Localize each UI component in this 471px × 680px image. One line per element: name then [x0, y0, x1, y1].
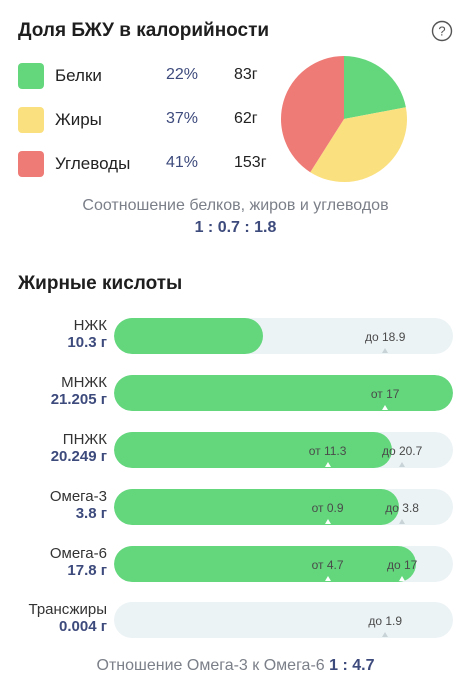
fatty-acid-progress-fill — [114, 489, 399, 525]
fatty-acid-row: НЖК 10.3 г до 18.9 — [0, 316, 471, 356]
omega-ratio: Отношение Омега-3 к Омега-6 1 : 4.7 — [0, 657, 471, 675]
fatty-acid-row: Омега-6 17.8 г от 4.7 до 17 — [0, 544, 471, 584]
fatty-acid-progress-track: до 18.9 — [114, 318, 453, 354]
macro-row-fat: Жиры 37% 62г — [18, 107, 278, 133]
protein-color-swatch — [18, 63, 44, 89]
fatty-acid-name: Омега-3 — [49, 488, 107, 505]
fatty-acid-amount: 20.249 г — [50, 448, 107, 465]
fatty-acid-progress-track: от 0.9 до 3.8 — [114, 489, 453, 525]
fatty-acid-progress-track: от 4.7 до 17 — [114, 546, 453, 582]
fatty-acid-amount: 10.3 г — [67, 334, 107, 351]
macro-grams: 153г — [234, 154, 267, 171]
macro-grams: 62г — [234, 110, 258, 127]
norm-marker-tick — [382, 632, 389, 637]
fatty-acid-row: Трансжиры 0.004 г до 1.9 — [0, 600, 471, 640]
norm-marker-tick — [399, 576, 406, 581]
fatty-acids-title: Жирные кислоты — [18, 273, 183, 294]
norm-marker-tick — [399, 462, 406, 467]
norm-marker-tick — [382, 348, 389, 353]
svg-text:?: ? — [438, 24, 445, 39]
macro-row-protein: Белки 22% 83г — [18, 63, 278, 89]
fatty-acid-progress-track: от 11.3 до 20.7 — [114, 432, 453, 468]
macros-title: Доля БЖУ в калорийности — [18, 20, 270, 41]
fatty-acid-progress-fill — [114, 432, 392, 468]
fatty-acid-amount: 3.8 г — [75, 505, 107, 522]
macro-row-carbs: Углеводы 41% 153г — [18, 151, 278, 177]
fatty-acid-row: МНЖК 21.205 г от 17 — [0, 373, 471, 413]
fatty-acid-progress-fill — [114, 546, 416, 582]
fatty-acid-amount: 17.8 г — [67, 562, 107, 579]
norm-marker-tick — [324, 462, 331, 467]
fatty-acid-name: Трансжиры — [28, 601, 108, 618]
pie-slice-fat — [310, 107, 407, 182]
fatty-acid-progress-track: до 1.9 — [114, 602, 453, 638]
pie-slice-protein — [344, 56, 406, 119]
fatty-acid-name: ПНЖК — [62, 431, 107, 448]
fatty-acid-name: МНЖК — [61, 374, 107, 391]
norm-marker-label: от 17 — [370, 387, 400, 401]
fatty-acid-progress-track: от 17 — [114, 375, 453, 411]
macro-pie-chart — [281, 56, 407, 182]
ratio-value: 1 : 0.7 : 1.8 — [194, 219, 277, 236]
fatty-acid-amount: 0.004 г — [59, 618, 107, 635]
fatty-acid-progress-fill — [114, 318, 264, 354]
norm-marker-tick — [399, 519, 406, 524]
macro-label: Углеводы — [55, 154, 131, 173]
norm-marker-label: до 3.8 — [385, 501, 419, 515]
norm-marker-label: от 11.3 — [308, 444, 347, 458]
macro-grams: 83г — [234, 66, 258, 83]
fatty-acid-progress-fill — [114, 375, 453, 411]
ratio-caption: Соотношение белков, жиров и углеводов — [82, 197, 389, 214]
macro-percent: 22% — [166, 66, 199, 83]
norm-marker-label: от 0.9 — [311, 501, 344, 515]
carbs-color-swatch — [18, 151, 44, 177]
norm-marker-label: до 20.7 — [381, 444, 423, 458]
norm-marker-tick — [382, 405, 389, 410]
omega-ratio-label: Отношение Омега-3 к Омега-6 — [96, 657, 325, 674]
norm-marker-label: до 17 — [386, 558, 418, 572]
fat-color-swatch — [18, 107, 44, 133]
norm-marker-label: до 18.9 — [365, 330, 406, 344]
fatty-acid-row: Омега-3 3.8 г от 0.9 до 3.8 — [0, 487, 471, 527]
fatty-acid-name: НЖК — [73, 317, 107, 334]
omega-ratio-value: 1 : 4.7 — [329, 657, 375, 674]
macro-label: Жиры — [55, 110, 102, 129]
pie-slice-carbs — [281, 56, 344, 173]
norm-marker-tick — [324, 519, 331, 524]
macro-percent: 37% — [166, 110, 199, 127]
question-circle-icon[interactable]: ? — [431, 20, 453, 42]
macro-label: Белки — [55, 66, 102, 85]
fatty-acid-name: Омега-6 — [49, 545, 107, 562]
norm-marker-label: от 4.7 — [311, 558, 344, 572]
norm-marker-label: до 1.9 — [368, 614, 403, 628]
fatty-acid-row: ПНЖК 20.249 г от 11.3 до 20.7 — [0, 430, 471, 470]
macro-percent: 41% — [166, 154, 199, 171]
fatty-acid-amount: 21.205 г — [50, 391, 107, 408]
norm-marker-tick — [324, 576, 331, 581]
